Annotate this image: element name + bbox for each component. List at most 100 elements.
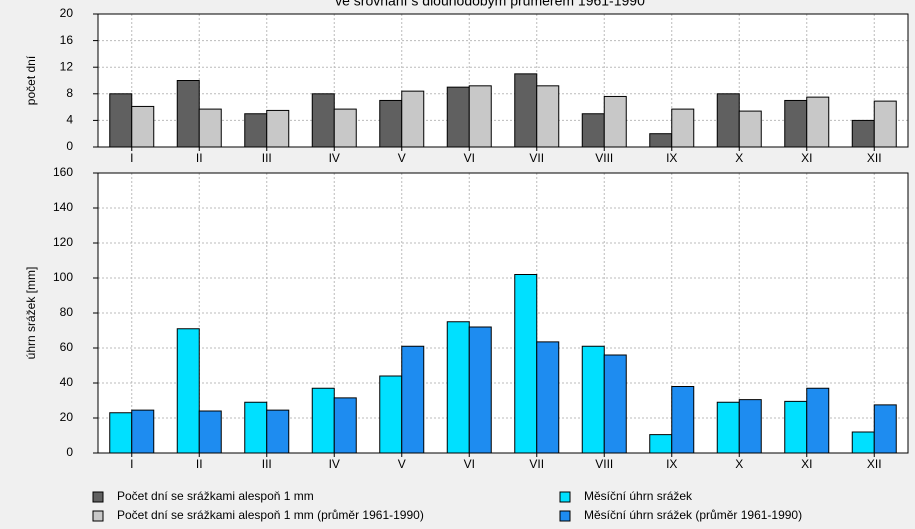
bar [446, 321, 470, 454]
bar [379, 375, 403, 454]
bar [401, 90, 425, 148]
x-tick-label: IV [329, 457, 340, 471]
plot-frame [97, 172, 909, 454]
bar [649, 133, 673, 148]
y-tick-label: 4 [66, 113, 73, 127]
bar [784, 400, 808, 454]
bar [109, 412, 133, 454]
legend-swatch [559, 510, 571, 522]
bar [581, 345, 605, 454]
x-tick-label: VII [529, 457, 544, 471]
bar [873, 404, 897, 454]
bar [333, 397, 357, 454]
plot-frame [97, 13, 909, 148]
bar [266, 409, 290, 454]
bar [851, 431, 875, 454]
y-tick-label: 0 [66, 445, 73, 459]
y-tick-label: 160 [53, 165, 73, 179]
bar [198, 410, 222, 454]
bar [401, 345, 425, 454]
y-tick-label: 8 [66, 86, 73, 100]
bar [536, 341, 560, 454]
x-tick-label: VII [529, 151, 544, 165]
bar [333, 108, 357, 148]
x-tick-label: II [196, 151, 203, 165]
bar [514, 73, 538, 148]
x-tick-label: XII [867, 457, 882, 471]
y-tick-label: 20 [60, 6, 74, 20]
bar [716, 401, 740, 454]
x-tick-label: I [130, 151, 133, 165]
bar [806, 387, 830, 454]
bar [266, 109, 290, 148]
bar [468, 326, 492, 454]
bar [244, 401, 268, 454]
bar [311, 387, 335, 454]
x-tick-label: I [130, 457, 133, 471]
bar [603, 95, 627, 148]
bar [131, 409, 155, 454]
chart-title: ve srovnání s dlouhodobým průměrem 1961-… [335, 0, 645, 9]
legend-swatch [559, 491, 571, 503]
y-tick-label: 16 [60, 33, 74, 47]
bar [603, 354, 627, 454]
bar [311, 93, 335, 148]
bar [468, 85, 492, 148]
bar [671, 108, 695, 148]
x-tick-label: VI [464, 457, 475, 471]
y-tick-label: 60 [60, 340, 74, 354]
y-tick-label: 140 [53, 200, 73, 214]
x-tick-label: XI [801, 457, 812, 471]
y-tick-label: 12 [60, 59, 74, 73]
legend-label: Počet dní se srážkami alespoň 1 mm (prům… [117, 508, 424, 522]
x-tick-label: IX [666, 457, 677, 471]
plot-area [98, 14, 908, 147]
y-axis-label: úhrn srážek [mm] [24, 267, 38, 360]
y-tick-label: 120 [53, 235, 73, 249]
x-tick-label: XII [867, 151, 882, 165]
x-tick-label: X [735, 457, 743, 471]
legend-label: Měsíční úhrn srážek (průměr 1961-1990) [584, 508, 802, 522]
bar [738, 110, 762, 148]
bar [806, 96, 830, 148]
bar [873, 100, 897, 148]
bar [716, 93, 740, 148]
x-tick-label: XI [801, 151, 812, 165]
y-tick-label: 20 [60, 410, 74, 424]
x-tick-label: II [196, 457, 203, 471]
bar [131, 105, 155, 148]
y-tick-label: 40 [60, 375, 74, 389]
bar [379, 99, 403, 148]
bar [536, 85, 560, 148]
bar [514, 274, 538, 454]
bar [784, 99, 808, 148]
legend-swatch [92, 510, 104, 522]
bar [176, 328, 200, 454]
x-tick-label: IV [329, 151, 340, 165]
bar [581, 113, 605, 148]
x-tick-label: IX [666, 151, 677, 165]
legend-swatch [92, 491, 104, 503]
bar [671, 386, 695, 454]
bar [198, 108, 222, 148]
bar [851, 119, 875, 148]
y-tick-label: 80 [60, 305, 74, 319]
x-tick-label: V [398, 151, 406, 165]
x-tick-label: X [735, 151, 743, 165]
bar [738, 399, 762, 454]
x-tick-label: VIII [595, 151, 613, 165]
legend-label: Měsíční úhrn srážek [584, 489, 693, 503]
y-axis-label: počet dní [24, 55, 38, 105]
bar [176, 80, 200, 148]
bar [109, 93, 133, 148]
legend-label: Počet dní se srážkami alespoň 1 mm [117, 489, 314, 503]
bar [649, 434, 673, 454]
x-tick-label: VI [464, 151, 475, 165]
x-tick-label: III [262, 457, 272, 471]
y-tick-label: 0 [66, 139, 73, 153]
x-tick-label: V [398, 457, 406, 471]
x-tick-label: III [262, 151, 272, 165]
bar [244, 113, 268, 148]
